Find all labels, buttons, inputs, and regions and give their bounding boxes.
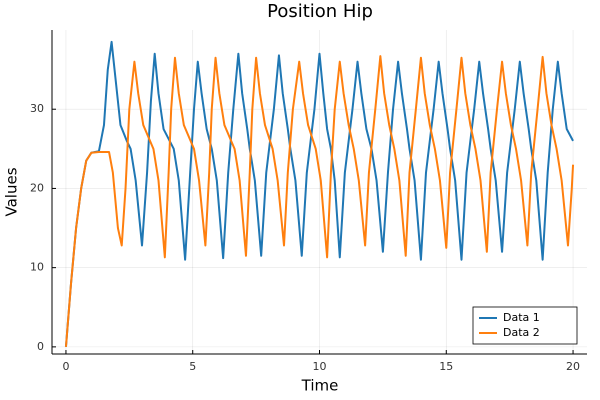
legend-box bbox=[472, 306, 578, 345]
legend: Data 1 Data 2 bbox=[472, 306, 578, 345]
chart-title: Position Hip bbox=[267, 1, 373, 22]
x-tick-label: 5 bbox=[189, 360, 196, 373]
y-tick-label: 20 bbox=[30, 181, 44, 194]
data-line bbox=[64, 40, 574, 347]
x-tick-label: 10 bbox=[313, 360, 327, 373]
x-tick-label: 15 bbox=[439, 360, 453, 373]
y-tick-label: 0 bbox=[37, 340, 44, 353]
y-tick-label: 30 bbox=[30, 102, 44, 115]
x-tick-label: 20 bbox=[566, 360, 580, 373]
legend-label: Data 1 bbox=[503, 311, 540, 324]
x-axis-label: Time bbox=[301, 377, 339, 395]
data-line bbox=[64, 55, 575, 347]
y-tick-label: 10 bbox=[30, 261, 44, 274]
legend-label: Data 2 bbox=[503, 326, 540, 339]
x-tick-label: 0 bbox=[62, 360, 69, 373]
y-axis-label: Values bbox=[3, 167, 21, 216]
